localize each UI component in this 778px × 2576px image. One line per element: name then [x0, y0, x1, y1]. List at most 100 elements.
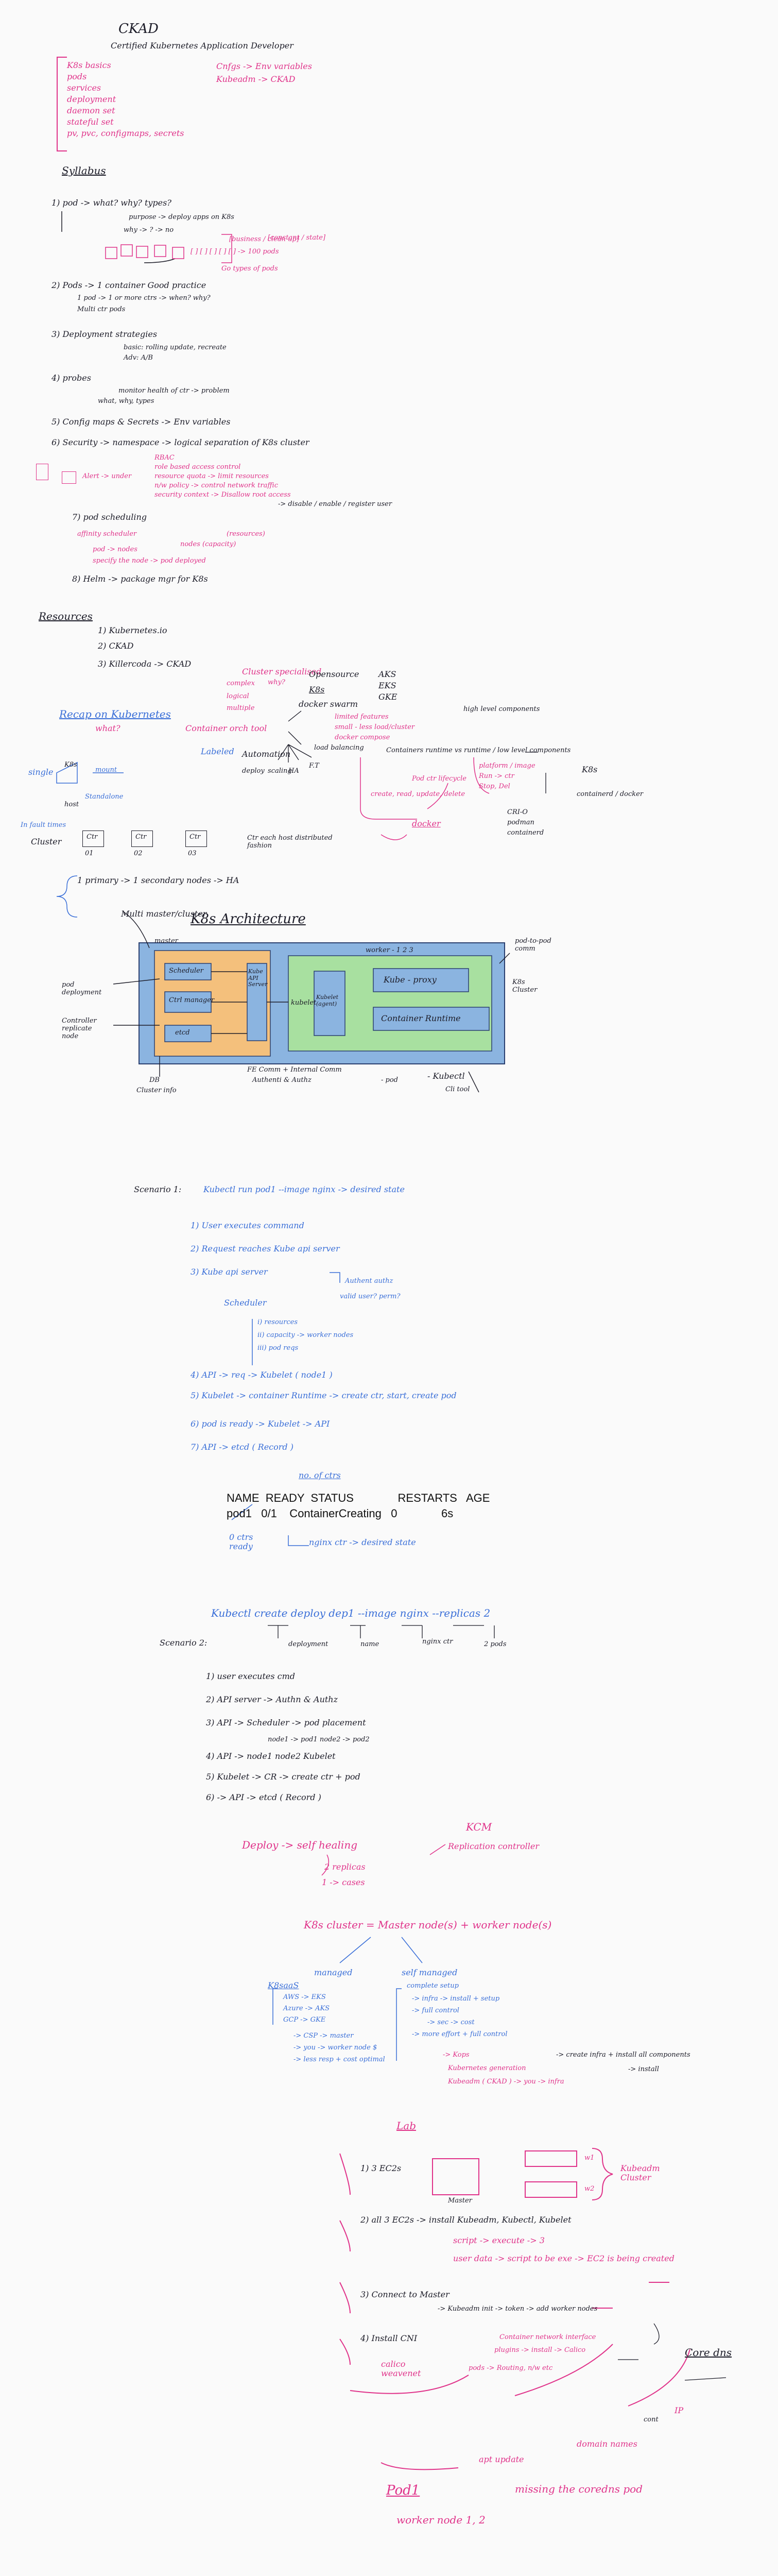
- recap-label: docker compose: [335, 734, 390, 741]
- scenario2-title: Scenario 2:: [160, 1638, 208, 1648]
- cluster-managed: managed: [314, 1968, 353, 1977]
- arch-label: master: [154, 937, 178, 945]
- syllabus-note: RBAC: [154, 454, 175, 462]
- node-label: Ctr: [87, 833, 98, 841]
- auto-item: scaling: [268, 767, 292, 775]
- syllabus-note: nodes (capacity): [180, 540, 236, 548]
- recap-label: complex: [227, 680, 255, 687]
- scenario1-step: 5) Kubelet -> container Runtime -> creat…: [191, 1391, 457, 1400]
- scenario1-step: 2) Request reaches Kube api server: [191, 1244, 340, 1253]
- syllabus-item: 1) pod -> what? why? types?: [51, 198, 171, 208]
- recap-label: Automation: [242, 749, 291, 759]
- syllabus-heading: Syllabus: [62, 164, 106, 177]
- cluster-note: Kubeadm ( CKAD ) -> you -> infra: [448, 2078, 564, 2086]
- cluster-note: -> less resp + cost optimal: [293, 2056, 385, 2063]
- cluster-label: K8saaS: [268, 1980, 299, 1990]
- scenario2-note: 1 -> cases: [322, 1877, 365, 1887]
- syllabus-item: 3) Deployment strategies: [51, 329, 158, 339]
- scenario2-kcm: KCM: [466, 1821, 492, 1833]
- lab-heading: Lab: [396, 2120, 417, 2132]
- lab-core-dns: Core dns: [685, 2346, 732, 2359]
- lab-step: 1) 3 EC2s: [360, 2163, 402, 2173]
- recap-label: K8s: [64, 761, 77, 769]
- arch-label: Cluster info: [136, 1087, 177, 1094]
- scenario1-title: Scenario 1:: [134, 1184, 182, 1194]
- recap-what: what?: [95, 723, 120, 733]
- recap-label: mount: [95, 766, 117, 774]
- lab-step: 3) Connect to Master: [360, 2290, 449, 2299]
- syllabus-note: Go types of pods: [221, 265, 278, 273]
- syllabus-note: monitor health of ctr -> problem: [118, 387, 230, 395]
- topic-item: deployment: [67, 94, 116, 104]
- recap-label: Labeled: [201, 747, 234, 756]
- node-name: 01: [85, 850, 94, 857]
- recap-label: containerd / docker: [577, 790, 644, 798]
- topics-bracket: [57, 57, 67, 151]
- platform: GKE: [378, 692, 397, 702]
- syllabus-note: security context -> Disallow root access: [154, 491, 291, 499]
- arch-label: Multi master/cluster: [121, 909, 207, 919]
- node-box: [131, 831, 153, 847]
- lab-note: pods -> Routing, n/w etc: [469, 2364, 553, 2372]
- lab-note: -> Kubeadm init -> token -> add worker n…: [438, 2305, 598, 2313]
- node-label: Ctr: [189, 833, 201, 841]
- cluster-note: complete setup: [407, 1982, 459, 1990]
- cluster-note: -> full control: [412, 2007, 459, 2014]
- syllabus-item: 6) Security -> namespace -> logical sepa…: [51, 437, 309, 447]
- syllabus-note: [business / clean up]: [229, 235, 299, 243]
- recap-label: Containers runtime vs runtime / low leve…: [386, 747, 571, 754]
- arch-label: DB: [149, 1076, 160, 1084]
- topic-note: Kubeadm -> CKAD: [216, 74, 296, 84]
- scenario2-note: 2 replicas: [324, 1862, 366, 1872]
- recap-label: Ctr each host distributed fashion: [247, 834, 333, 850]
- cluster-note: -> Kops: [443, 2051, 470, 2059]
- scenario1-step: 7) API -> etcd ( Record ): [191, 1442, 293, 1452]
- recap-label: create, read, update, delete: [371, 790, 465, 798]
- node-box: [82, 831, 104, 847]
- scenario1-note: 0 ctrs ready: [229, 1532, 253, 1552]
- scenario1-note: nginx ctr -> desired state: [309, 1537, 416, 1547]
- cluster-note: -> sec -> cost: [427, 2019, 475, 2026]
- arch-kubelet-agent: Kubelet (agent): [316, 994, 339, 1007]
- resources-heading: Resources: [39, 610, 93, 622]
- syllabus-note: purpose -> deploy apps on K8s: [129, 213, 234, 221]
- kubectl-table-header: NAME READY STATUS RESTARTS AGE: [227, 1492, 490, 1504]
- lab-pod1: Pod1: [386, 2483, 420, 2498]
- syllabus-item: 7) pod scheduling: [72, 512, 147, 522]
- provider: Azure -> AKS: [283, 2005, 330, 2012]
- topic-note: Cnfgs -> Env variables: [216, 61, 312, 71]
- lab-label: w2: [584, 2185, 595, 2193]
- arch-etcd: etcd: [175, 1029, 190, 1037]
- scenario1-note: Scheduler: [224, 1298, 267, 1308]
- recap-label: logical: [227, 692, 249, 700]
- arch-label: pod deployment: [62, 981, 102, 996]
- syllabus-note: affinity scheduler: [77, 530, 137, 538]
- lab-label: w1: [584, 2154, 595, 2162]
- cluster-note: -> infra -> install + setup: [412, 1995, 500, 2003]
- scenario2-step: 5) Kubelet -> CR -> create ctr + pod: [206, 1772, 360, 1782]
- lab-note: IP: [675, 2405, 684, 2415]
- recap-pod-list: Pod ctr lifecycle: [412, 775, 466, 783]
- arch-scheduler: Scheduler: [169, 967, 204, 975]
- scenario1-step: 6) pod is ready -> Kubelet -> API: [191, 1419, 330, 1429]
- scenario2-label: deployment: [288, 1640, 329, 1648]
- arch-kube-proxy: Kube - proxy: [384, 975, 437, 985]
- recap-pod-list: Stop, Del: [479, 783, 510, 790]
- auto-item: F.T: [309, 762, 319, 770]
- recap-label: containerd: [507, 829, 544, 837]
- arch-label: pod-to-pod comm: [515, 937, 551, 953]
- recap-label: K8s: [582, 765, 598, 774]
- syllabus-note: why -> ? -> no: [124, 226, 174, 234]
- syllabus-note: 1 pod -> 1 or more ctrs -> when? why?: [77, 294, 211, 302]
- platform: EKS: [378, 681, 396, 690]
- recap-label: small - less load/cluster: [335, 723, 415, 731]
- recap-label: Cluster: [31, 837, 62, 846]
- lab-note: script -> execute -> 3: [453, 2235, 545, 2245]
- scenario1-note: valid user? perm?: [340, 1293, 401, 1300]
- auto-item: load balancing: [314, 744, 364, 752]
- recap-label: Container orch tool: [185, 723, 267, 733]
- lab-step: 4) Install CNI: [360, 2333, 418, 2343]
- recap-label: why?: [268, 679, 285, 686]
- recap-label: K8s: [309, 685, 325, 694]
